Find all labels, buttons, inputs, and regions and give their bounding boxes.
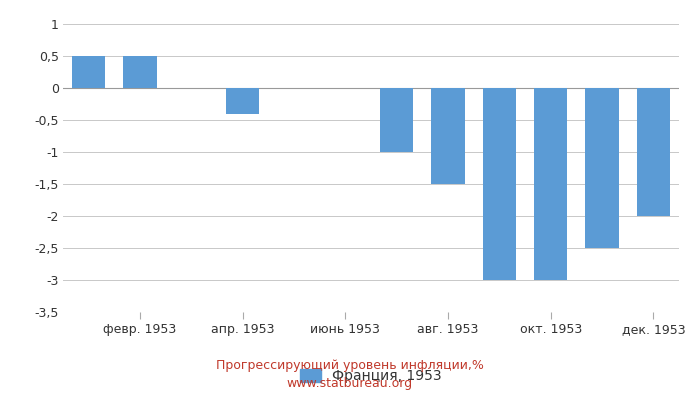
Bar (431, 88, 465, 184)
Bar (380, 88, 413, 152)
Bar (585, 88, 619, 248)
Bar (226, 88, 259, 114)
Bar (534, 88, 567, 280)
Bar (637, 88, 670, 216)
Bar (72, 56, 105, 88)
Legend: Франция, 1953: Франция, 1953 (295, 364, 447, 389)
Text: Прогрессирующий уровень инфляции,%: Прогрессирующий уровень инфляции,% (216, 360, 484, 372)
Bar (123, 56, 157, 88)
Bar (483, 88, 516, 280)
Text: www.statbureau.org: www.statbureau.org (287, 377, 413, 390)
